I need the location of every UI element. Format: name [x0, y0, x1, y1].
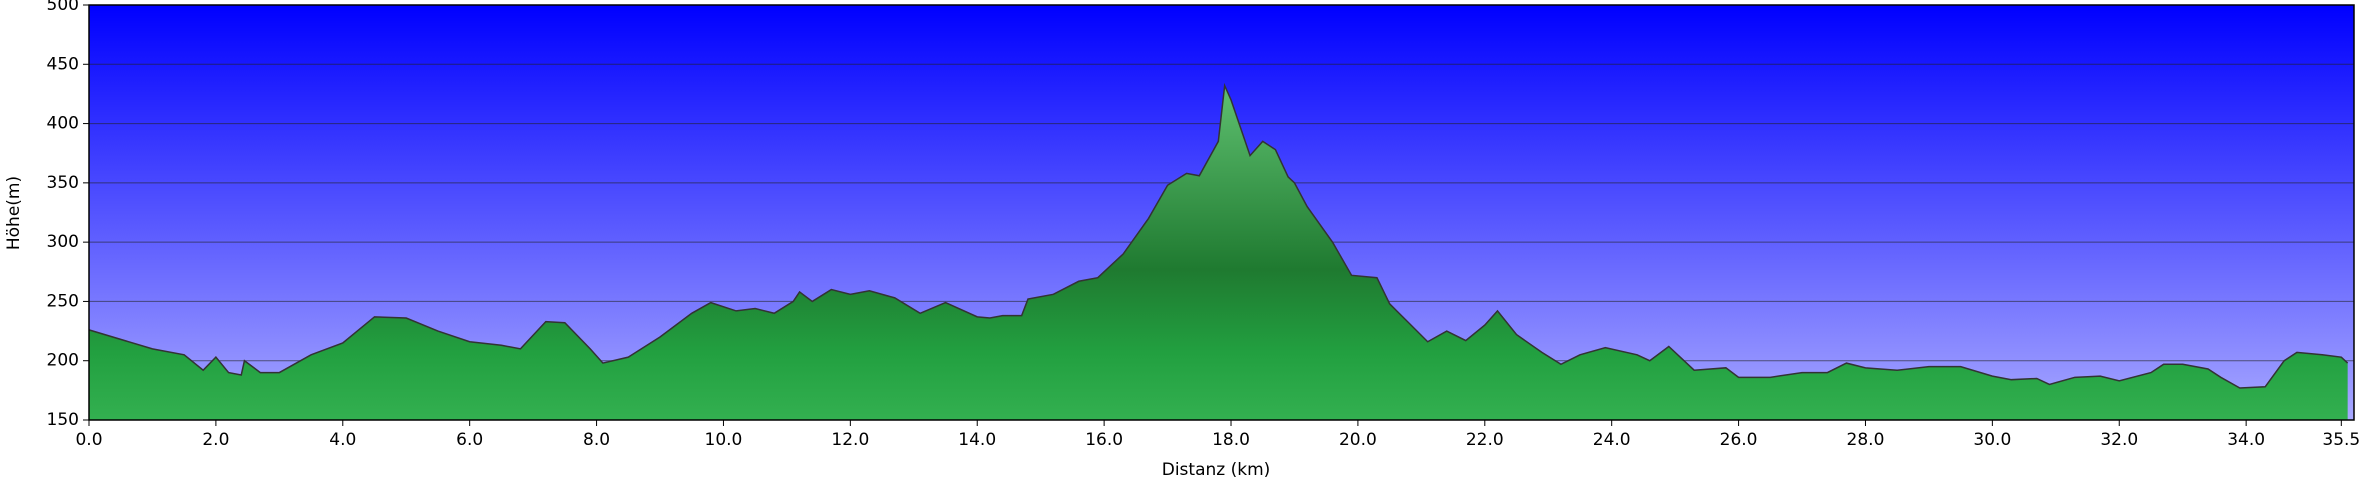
x-tick-label: 26.0	[1720, 430, 1758, 450]
x-tick-label: 4.0	[329, 430, 356, 450]
y-tick-label: 350	[47, 173, 79, 193]
x-tick-label: 10.0	[705, 430, 743, 450]
x-tick-label: 20.0	[1339, 430, 1377, 450]
y-tick-label: 400	[47, 114, 79, 134]
x-tick-label: 24.0	[1593, 430, 1631, 450]
y-tick-label: 250	[47, 291, 79, 311]
x-tick-label: 34.0	[2227, 430, 2265, 450]
y-tick-label: 500	[47, 0, 79, 15]
elevation-line	[88, 82, 2349, 389]
x-tick-label: 32.0	[2100, 430, 2138, 450]
x-tick-label: 35.5	[2322, 430, 2360, 450]
x-tick-label: 12.0	[831, 430, 869, 450]
plot-frame	[88, 4, 2355, 421]
y-tick-label: 450	[47, 54, 79, 74]
x-tick-label: 0.0	[75, 430, 102, 450]
x-tick-label: 6.0	[456, 430, 483, 450]
y-tick-label: 300	[47, 232, 79, 252]
x-tick-label: 8.0	[583, 430, 610, 450]
x-tick-label: 16.0	[1085, 430, 1123, 450]
x-tick-label: 28.0	[1847, 430, 1885, 450]
y-axis-label: Höhe(m)	[4, 176, 24, 250]
x-axis-label: Distanz (km)	[1162, 460, 1271, 480]
x-tick-label: 18.0	[1212, 430, 1250, 450]
y-tick-label: 200	[47, 351, 79, 371]
x-tick-label: 2.0	[202, 430, 229, 450]
elevation-area	[89, 85, 2348, 420]
y-tick-label: 150	[47, 410, 79, 430]
x-tick-label: 14.0	[958, 430, 996, 450]
x-tick-label: 30.0	[1973, 430, 2011, 450]
x-tick-label: 22.0	[1466, 430, 1504, 450]
